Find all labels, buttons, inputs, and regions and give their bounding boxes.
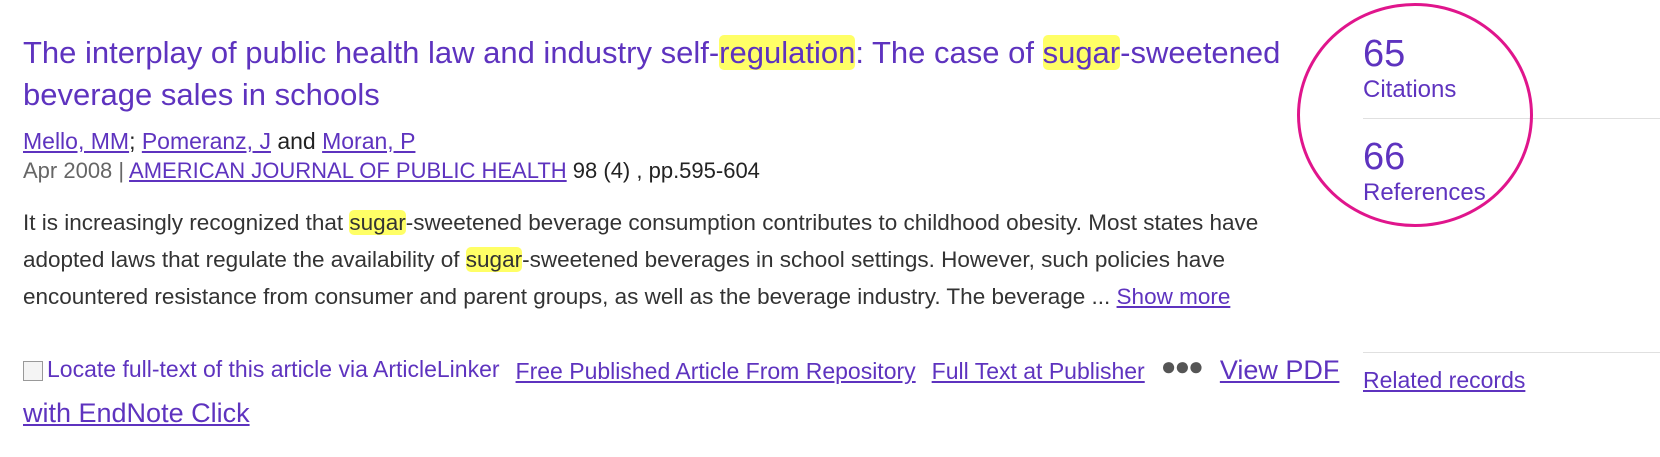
title-text: The interplay of public health law and i… [23,35,720,70]
abstract-text: -sweetened beverage consumption contribu… [405,210,1259,235]
title-text: -sweetened beverage sales in schools [23,35,1281,112]
abstract-text: -sweetened beverages in school settings.… [522,247,1225,272]
metric-divider [1363,352,1660,353]
journal-link[interactable]: AMERICAN JOURNAL OF PUBLIC HEALTH [129,158,567,183]
publication-meta: Apr 2008 | AMERICAN JOURNAL OF PUBLIC HE… [23,156,1368,186]
volume-pages: 98 (4) , pp.595-604 [566,158,760,183]
more-horizontal-icon[interactable]: ●●● [1160,351,1204,381]
abstract: It is increasingly recognized that sugar… [23,204,1353,315]
broken-image-icon [23,361,43,381]
title-text: : The case of [855,35,1043,70]
record-main: The interplay of public health law and i… [23,32,1368,315]
abstract-line: adopted laws that regulate the availabil… [23,241,1353,278]
title-highlight: regulation [719,35,856,70]
view-pdf-endnote-link[interactable]: View PDF with EndNote Click [23,355,1340,428]
articlelinker-button[interactable]: Locate full-text of this article via Art… [23,348,500,390]
author-link[interactable]: Mello, MM [23,128,130,154]
author-link[interactable]: Moran, P [322,128,416,154]
publication-date: Apr 2008 [23,158,113,183]
abstract-highlight: sugar [465,247,523,272]
annotation-circle [1297,3,1533,227]
free-published-article-link[interactable]: Free Published Article From Repository [515,358,916,384]
articlelinker-alt-text: Locate full-text of this article via Art… [47,356,500,382]
abstract-text: encountered resistance from consumer and… [23,284,1086,309]
author-separator: ; [129,128,142,154]
related-records-link[interactable]: Related records [1363,367,1526,393]
abstract-ellipsis: ... [1085,284,1117,309]
meta-separator: | [112,158,130,183]
author-link[interactable]: Pomeranz, J [141,128,271,154]
author-separator: and [270,128,323,154]
fulltext-links: Locate full-text of this article via Art… [23,345,1368,435]
record-title[interactable]: The interplay of public health law and i… [23,32,1368,116]
abstract-line: It is increasingly recognized that sugar… [23,204,1353,241]
abstract-text: It is increasingly recognized that [23,210,350,235]
title-highlight: sugar [1042,35,1121,70]
abstract-highlight: sugar [349,210,406,235]
authors-line: Mello, MM; Pomeranz, J and Moran, P [23,126,1368,156]
full-text-publisher-link[interactable]: Full Text at Publisher [931,358,1145,384]
show-more-link[interactable]: Show more [1116,284,1231,309]
abstract-line: encountered resistance from consumer and… [23,278,1353,315]
abstract-text: adopted laws that regulate the availabil… [23,247,466,272]
